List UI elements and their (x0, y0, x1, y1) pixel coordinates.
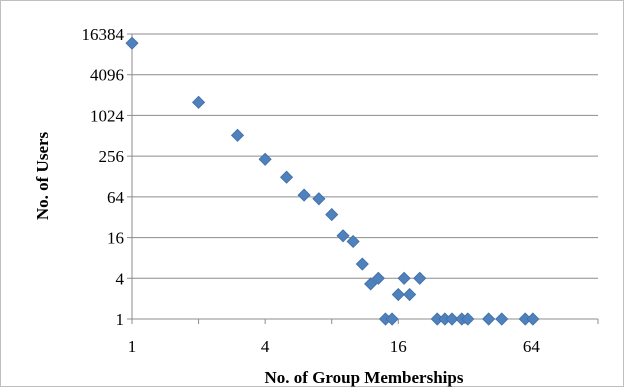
y-tick-label: 4 (116, 269, 125, 288)
x-tick-label: 4 (261, 337, 270, 356)
y-tick-label: 4096 (90, 66, 124, 85)
axes (127, 33, 599, 324)
data-point (346, 234, 360, 249)
y-tick-labels: 1 4 16 64 256 1024 4096 16384 (82, 25, 125, 329)
data-point (192, 95, 206, 109)
data-point (258, 152, 272, 166)
data-point (495, 312, 509, 326)
data-point (413, 271, 427, 285)
x-tick-label: 16 (390, 337, 407, 356)
y-tick-label: 64 (107, 188, 125, 207)
y-tick-label: 16 (107, 229, 124, 248)
y-tick-label: 1 (116, 310, 125, 329)
data-point (336, 229, 350, 243)
y-tick-label: 1024 (90, 106, 125, 125)
data-point (385, 312, 399, 326)
data-point (125, 36, 139, 50)
data-point (403, 287, 417, 302)
data-point (355, 257, 369, 271)
x-tick-label: 1 (128, 337, 137, 356)
x-axis-title: No. of Group Memberships (265, 368, 464, 387)
data-point (461, 312, 475, 326)
data-point (371, 271, 385, 285)
data-point (482, 312, 496, 326)
data-point (297, 188, 311, 202)
gridlines (132, 33, 598, 279)
data-point (391, 287, 405, 302)
data-point (280, 170, 294, 184)
y-tick-label: 256 (99, 147, 125, 166)
data-point (526, 312, 540, 326)
x-tick-labels: 1 4 16 64 (128, 337, 541, 356)
x-tick-label: 64 (523, 337, 541, 356)
data-point (312, 192, 326, 206)
data-point (364, 277, 378, 291)
y-tick-label: 16384 (82, 25, 125, 44)
y-axis-title: No. of Users (33, 131, 52, 220)
data-point (230, 128, 245, 142)
data-point (445, 312, 459, 326)
data-points (125, 36, 540, 326)
data-point (325, 208, 339, 222)
data-point (397, 271, 411, 285)
